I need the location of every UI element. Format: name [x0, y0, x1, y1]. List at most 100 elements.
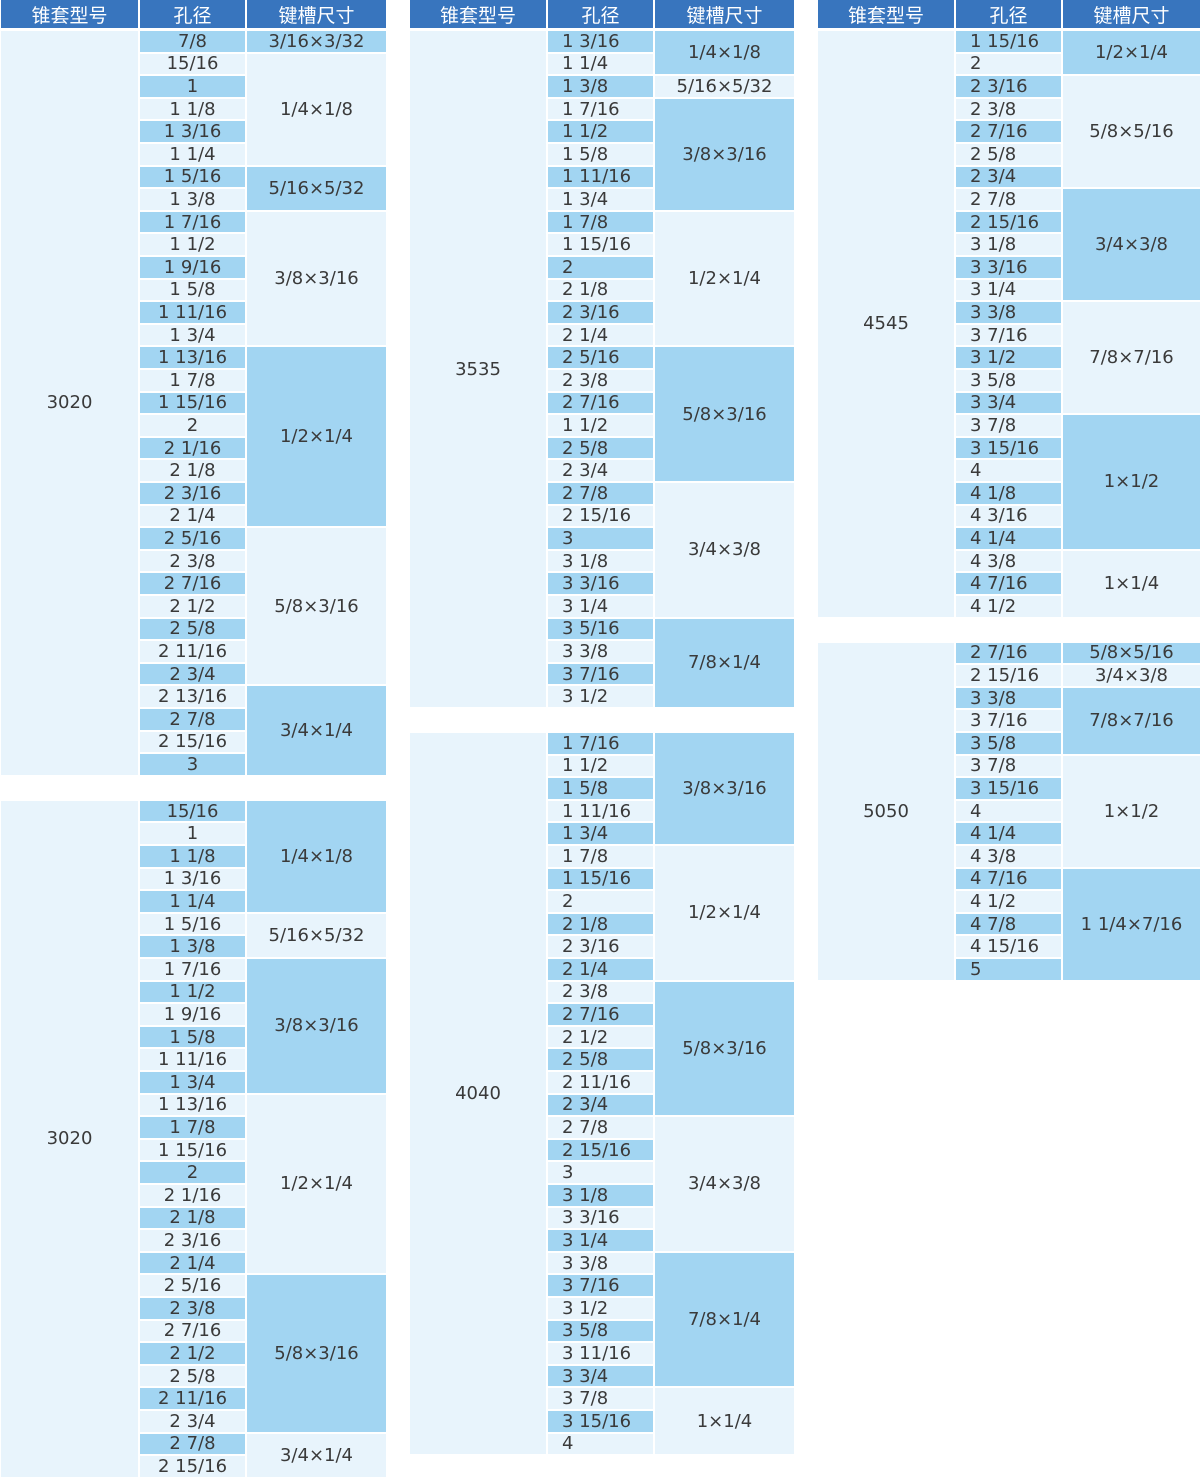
bore-cell: 2 [956, 53, 1061, 74]
keyway-cell: 1/2×1/4 [247, 1094, 386, 1274]
bore-cell: 3 3/16 [548, 573, 653, 594]
bore-cell: 2 11/16 [548, 1072, 653, 1093]
model-cell: 3020 [1, 31, 138, 775]
bore-cell: 4 [956, 801, 1061, 822]
bore-cell: 3 3/16 [956, 257, 1061, 278]
bore-cell: 1 11/16 [548, 801, 653, 822]
bore-cell: 2 7/16 [548, 392, 653, 413]
bore-cell: 3 7/16 [956, 325, 1061, 346]
bore-cell: 2 15/16 [956, 665, 1061, 686]
bore-cell: 15/16 [140, 801, 245, 822]
bore-cell: 1 15/16 [140, 1140, 245, 1161]
bore-cell: 2 3/8 [548, 981, 653, 1002]
keyway-cell: 3/16×3/32 [247, 31, 386, 52]
bore-cell: 1 3/16 [140, 121, 245, 142]
bore-cell: 15/16 [140, 53, 245, 74]
header-cell: 孔径 [548, 0, 653, 28]
header-cell: 孔径 [956, 0, 1061, 28]
bore-cell: 1 1/2 [140, 234, 245, 255]
keyway-cell: 5/16×5/32 [247, 913, 386, 957]
bore-cell: 1 [140, 76, 245, 97]
header-cell: 锥套型号 [1, 0, 138, 28]
bore-cell: 2 3/16 [956, 76, 1061, 97]
keyway-cell: 3/8×3/16 [247, 211, 386, 346]
bore-cell: 1 7/16 [140, 212, 245, 233]
bore-cell: 2 15/16 [548, 1140, 653, 1161]
bore-cell: 2 7/8 [140, 709, 245, 730]
bore-cell: 1 9/16 [140, 257, 245, 278]
keyway-cell: 7/8×1/4 [655, 618, 794, 707]
bore-cell: 2 1/2 [140, 1343, 245, 1364]
bore-cell: 2 1/8 [140, 460, 245, 481]
bore-cell: 2 7/16 [956, 642, 1061, 663]
keyway-cell: 5/8×3/16 [655, 981, 794, 1116]
bore-cell: 2 1/8 [548, 279, 653, 300]
model-cell: 3020 [1, 800, 138, 1477]
bore-cell: 3 1/8 [956, 234, 1061, 255]
bore-cell: 2 [548, 891, 653, 912]
bore-cell: 1 1/2 [548, 121, 653, 142]
bore-cell: 1 1/4 [548, 53, 653, 74]
bore-cell: 2 7/16 [140, 1320, 245, 1341]
bore-cell: 2 15/16 [140, 731, 245, 752]
model-cell: 3535 [410, 31, 546, 707]
bore-cell: 1 3/4 [140, 1072, 245, 1093]
bore-cell: 1 13/16 [140, 1094, 245, 1115]
bore-cell: 1 7/16 [548, 733, 653, 754]
keyway-cell: 1/4×1/8 [655, 31, 794, 75]
bore-cell: 3 15/16 [956, 778, 1061, 799]
keyway-cell: 3/8×3/16 [247, 959, 386, 1093]
keyway-cell: 3/4×3/8 [1063, 189, 1200, 301]
keyway-cell: 3/8×3/16 [655, 98, 794, 210]
bore-cell: 2 5/16 [548, 347, 653, 368]
bore-cell: 1 7/16 [548, 99, 653, 120]
bore-cell: 2 [140, 1162, 245, 1183]
keyway-cell: 3/8×3/16 [655, 733, 794, 844]
bore-cell: 1 3/8 [548, 76, 653, 97]
keyway-cell: 5/8×3/16 [247, 528, 386, 685]
bore-cell: 1 3/8 [140, 936, 245, 957]
header-cell: 锥套型号 [818, 0, 954, 28]
bore-cell: 2 5/8 [548, 438, 653, 459]
bore-cell: 2 3/4 [140, 664, 245, 685]
keyway-cell: 3/4×3/8 [655, 1117, 794, 1251]
bore-cell: 2 5/8 [956, 144, 1061, 165]
bore-cell: 1 3/16 [140, 868, 245, 889]
bore-cell: 2 1/4 [140, 505, 245, 526]
bore-cell: 1 15/16 [140, 392, 245, 413]
bore-cell: 4 1/4 [956, 528, 1061, 549]
keyway-cell: 3/4×3/8 [655, 483, 794, 617]
bore-cell: 4 1/4 [956, 823, 1061, 844]
bore-cell: 1 1/8 [140, 99, 245, 120]
bore-cell: 4 1/8 [956, 483, 1061, 504]
bore-cell: 2 7/16 [548, 1004, 653, 1025]
bore-cell: 3 7/16 [548, 664, 653, 685]
bore-cell: 3 1/8 [548, 551, 653, 572]
bore-cell: 1 3/8 [140, 189, 245, 210]
bore-cell: 1 15/16 [548, 868, 653, 889]
bore-cell: 2 11/16 [140, 641, 245, 662]
bore-cell: 1 5/8 [548, 144, 653, 165]
bore-cell: 1 1/2 [140, 981, 245, 1002]
keyway-cell: 7/8×7/16 [1063, 302, 1200, 414]
bore-cell: 1 7/8 [140, 370, 245, 391]
header-cell: 键槽尺寸 [655, 0, 794, 28]
bore-cell: 2 1/4 [548, 325, 653, 346]
bore-cell: 2 3/8 [140, 1298, 245, 1319]
bore-cell: 2 11/16 [140, 1388, 245, 1409]
bore-cell: 2 15/16 [956, 212, 1061, 233]
bore-cell: 3 3/8 [956, 688, 1061, 709]
header-cell: 键槽尺寸 [1063, 0, 1200, 28]
bore-cell: 2 1/16 [140, 1185, 245, 1206]
bore-cell: 3 3/8 [548, 641, 653, 662]
bore-cell: 2 5/16 [140, 1275, 245, 1296]
keyway-cell: 1/4×1/8 [247, 53, 386, 165]
bore-cell: 2 3/8 [548, 370, 653, 391]
bore-cell: 1 13/16 [140, 347, 245, 368]
model-cell: 4040 [410, 733, 546, 1455]
bore-cell: 4 [956, 460, 1061, 481]
bore-cell: 3 15/16 [548, 1411, 653, 1432]
bore-cell: 3 1/2 [956, 347, 1061, 368]
keyway-cell: 1/2×1/4 [655, 211, 794, 346]
bore-cell: 1 11/16 [140, 1049, 245, 1070]
